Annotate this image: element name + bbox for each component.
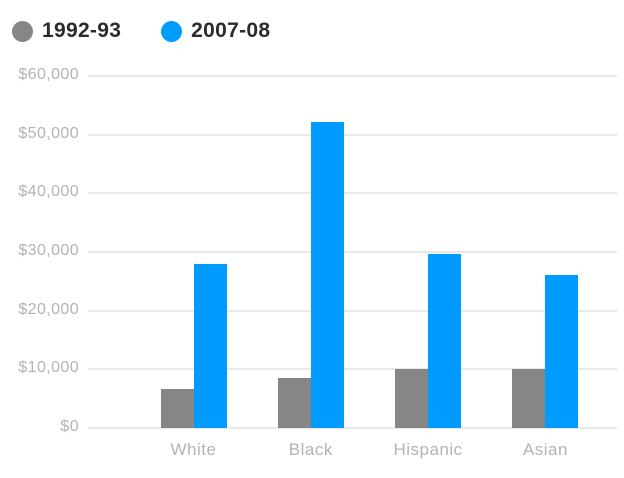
bar-1992-93-hispanic[interactable]: [395, 369, 429, 428]
y-axis-tick-label: $50,000: [18, 124, 79, 142]
y-axis-tick-label: $60,000: [18, 66, 79, 83]
x-axis-category-label: Hispanic: [393, 440, 463, 459]
gridline: [88, 309, 617, 312]
gridline: [88, 75, 617, 77]
gridline: [88, 427, 617, 429]
y-axis-tick-label: $30,000: [18, 242, 79, 259]
legend-label: 1992-93: [42, 19, 122, 42]
bar-1992-93-black[interactable]: [277, 378, 311, 428]
gridline: [88, 368, 617, 371]
legend-item-1992-93[interactable]: 1992-93: [12, 19, 121, 43]
x-axis-category-label: Black: [288, 440, 333, 459]
gridline: [88, 133, 617, 136]
x-axis-category-label: White: [170, 440, 217, 459]
y-axis-tick-label: $20,000: [18, 300, 79, 318]
bar-2007-08-asian[interactable]: [545, 275, 579, 428]
bar-1992-93-asian[interactable]: [512, 369, 546, 428]
gridline: [88, 192, 617, 195]
y-axis-tick-label: $0: [60, 418, 79, 435]
chart-legend: 1992-93 2007-08: [12, 19, 270, 43]
bar-1992-93-white[interactable]: [160, 389, 194, 428]
bar-2007-08-white[interactable]: [193, 264, 227, 428]
legend-item-2007-08[interactable]: 2007-08: [161, 19, 270, 43]
bar-2007-08-hispanic[interactable]: [428, 254, 462, 428]
bar-2007-08-black[interactable]: [310, 122, 344, 428]
x-axis-category-label: Asian: [522, 440, 568, 459]
legend-label: 2007-08: [191, 19, 271, 42]
legend-swatch-icon: [12, 20, 33, 42]
legend-swatch-icon: [161, 20, 183, 42]
y-axis-tick-label: $40,000: [18, 183, 79, 201]
y-axis-tick-label: $10,000: [18, 359, 79, 377]
gridline: [88, 251, 617, 253]
